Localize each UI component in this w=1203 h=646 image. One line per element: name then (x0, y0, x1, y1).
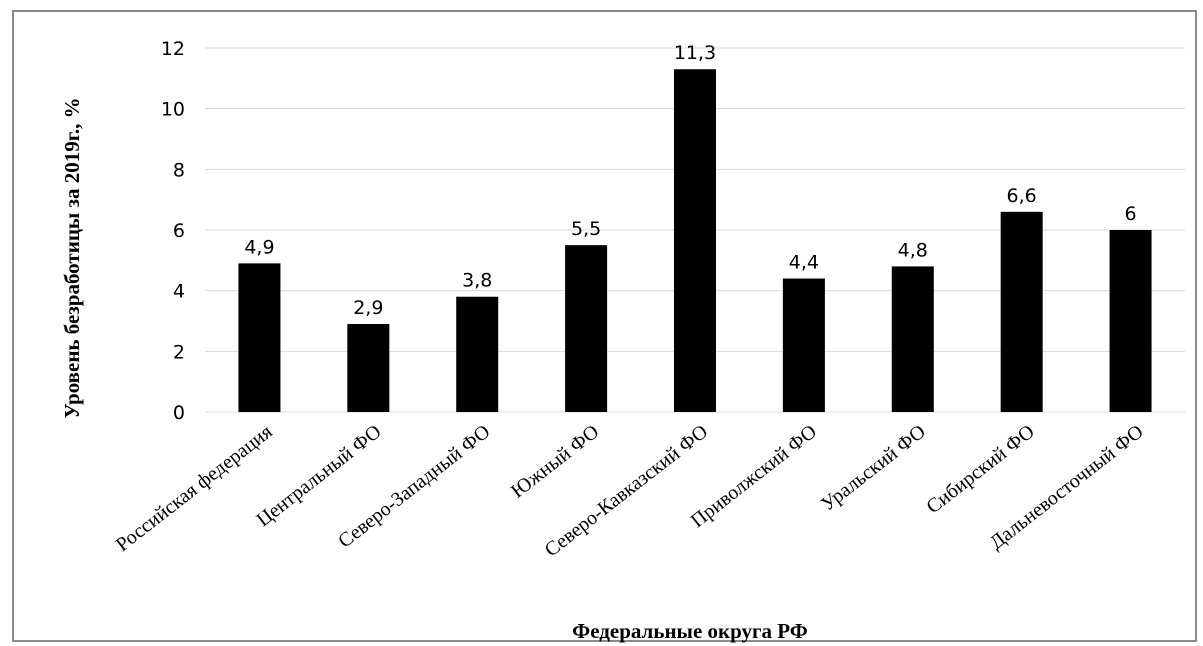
data-label: 4,9 (244, 236, 274, 258)
data-label: 2,9 (353, 297, 383, 319)
x-category-label: Южный ФО (507, 421, 603, 503)
data-label: 6,6 (1007, 185, 1037, 207)
y-tick-label: 6 (173, 220, 185, 242)
x-axis-title: Федеральные округа РФ (572, 619, 808, 643)
y-tick-label: 12 (161, 38, 185, 60)
bar (1109, 230, 1152, 412)
bars (238, 69, 1152, 412)
bar (565, 245, 608, 412)
data-label: 6 (1125, 203, 1137, 225)
y-tick-label: 2 (173, 341, 185, 363)
data-labels: 4,9 2,9 3,8 5,5 11,3 4,4 4,8 6,6 6 (244, 42, 1136, 319)
bar (782, 278, 825, 412)
y-tick-label: 8 (173, 159, 185, 181)
bar (891, 266, 934, 412)
x-category-label: Сибирский ФО (922, 421, 1038, 519)
data-label: 3,8 (462, 270, 492, 292)
bar (347, 324, 390, 412)
y-tick-label: 0 (173, 402, 185, 424)
y-tick-label: 4 (173, 281, 185, 303)
bar (456, 296, 499, 412)
data-label: 4,4 (789, 252, 819, 274)
bar (674, 69, 716, 412)
y-axis-title: Уровень безработицы за 2019г., % (60, 97, 84, 418)
bar (238, 263, 281, 412)
bar (1000, 211, 1043, 412)
y-tick-labels: 0 2 4 6 8 10 12 (161, 38, 185, 424)
data-label: 11,3 (674, 42, 716, 64)
y-tick-label: 10 (161, 99, 185, 121)
x-category-label: Уральский ФО (817, 421, 930, 516)
data-label: 5,5 (571, 218, 601, 240)
x-category-label: Российская федерация (112, 421, 277, 556)
data-label: 4,8 (898, 239, 928, 261)
